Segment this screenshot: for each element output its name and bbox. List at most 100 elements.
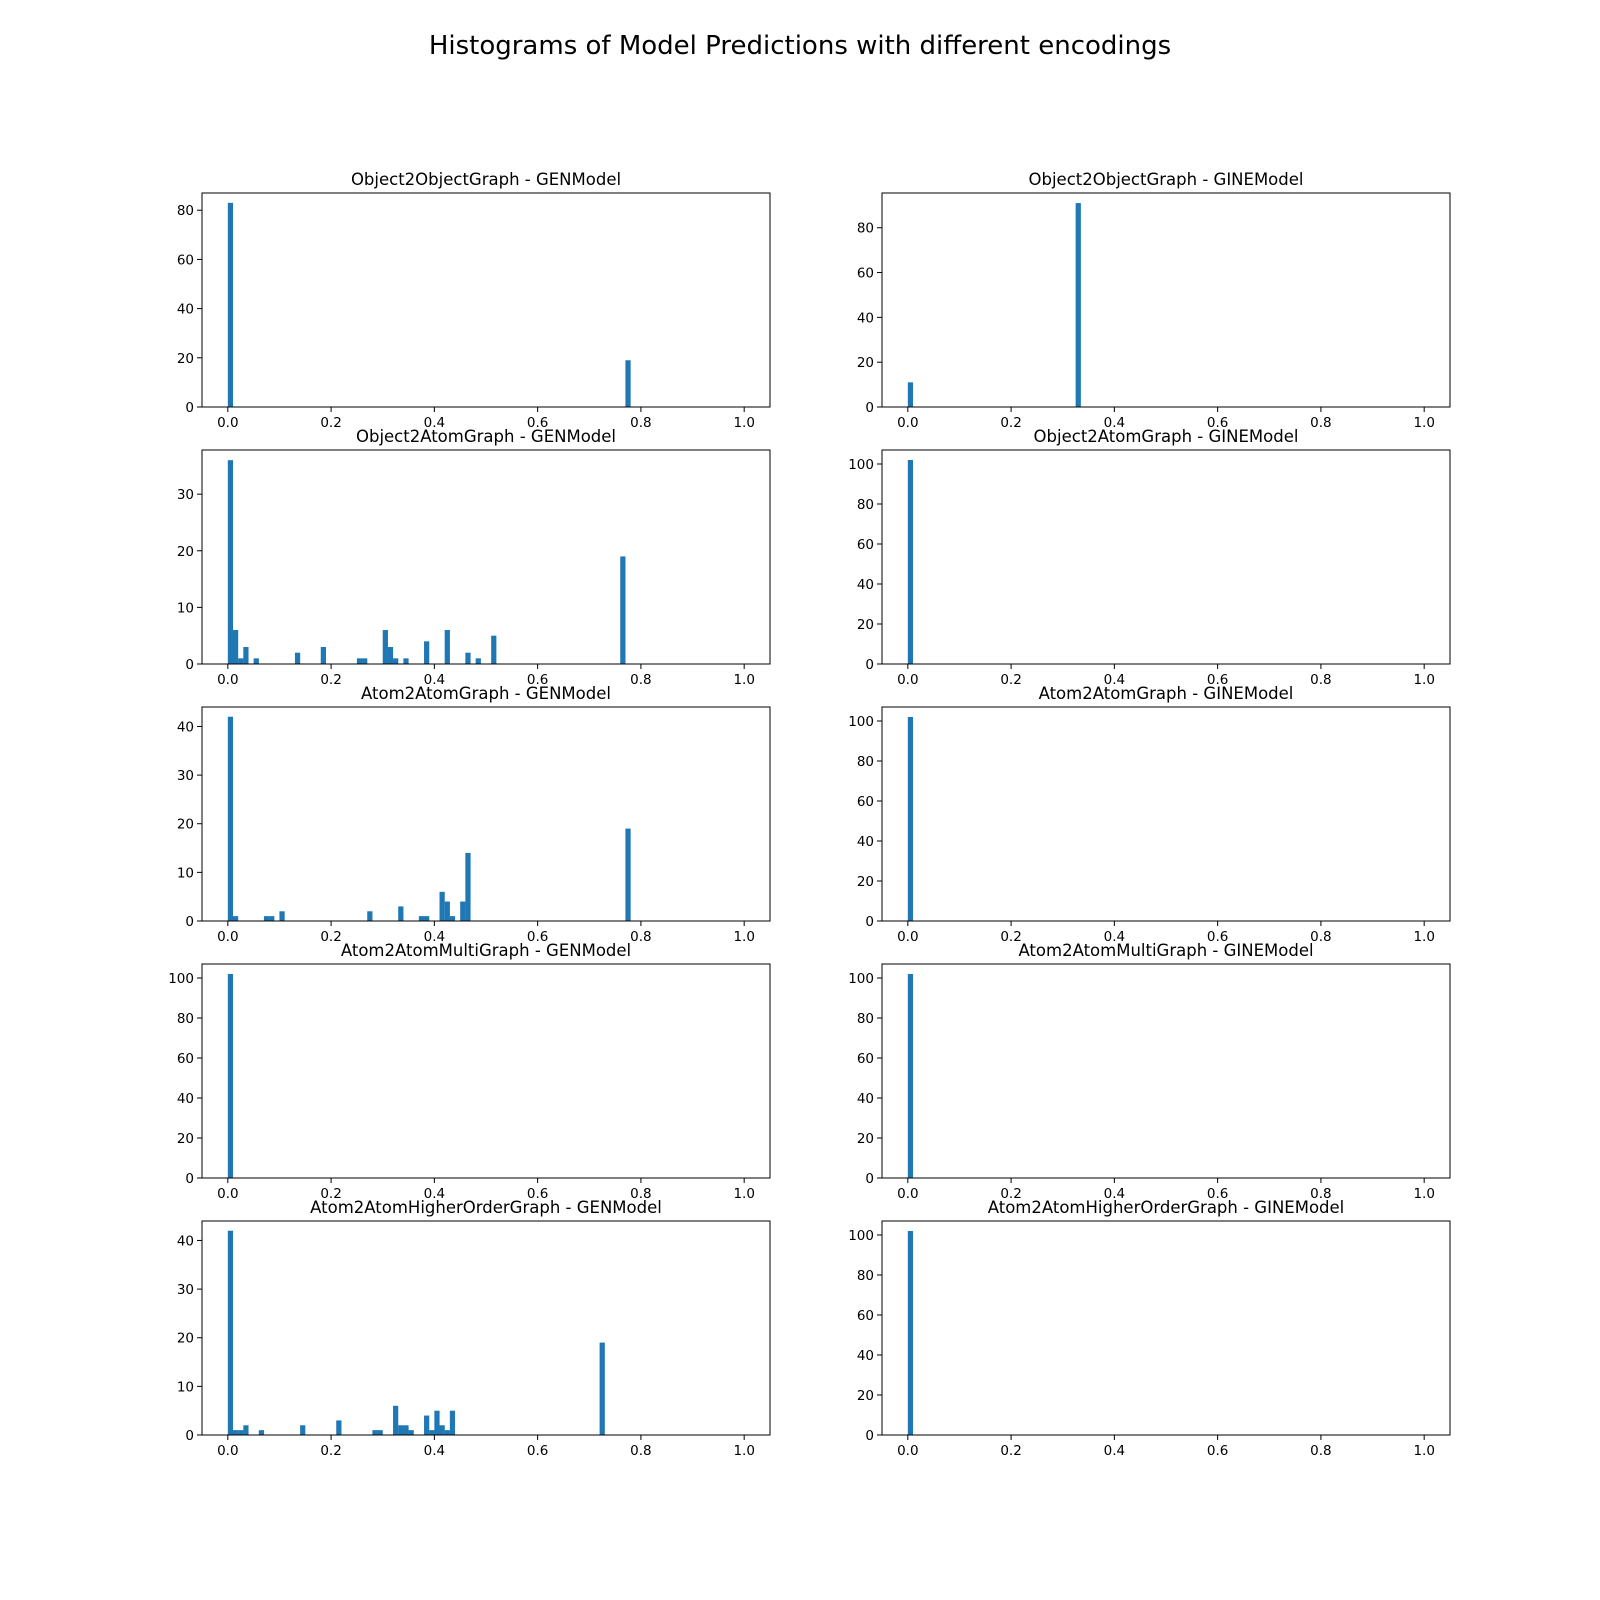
axes-frame [881,706,1451,922]
x-tick-label: 0.8 [1310,672,1331,688]
histogram-bar [449,916,456,921]
x-tick-label: 0.2 [1000,672,1021,688]
y-tick-label: 30 [177,768,194,784]
subplot-title: Object2AtomGraph - GENModel [356,427,616,446]
subplot: 0.0 0.2 0.4 0.6 0.8 1.0 0 20 40 60 80 100 Atom2AtomM… [168,941,771,1202]
histogram-bar [227,974,234,1178]
subplot-title: Atom2AtomGraph - GINEModel [1039,684,1294,703]
y-tick-label: 80 [857,754,874,770]
y-tick-label: 80 [857,221,874,237]
x-tick-label: 1.0 [733,415,754,431]
histogram-bar [263,916,270,921]
histogram-bar [243,1425,249,1435]
histogram-bar [434,1410,440,1435]
histogram-bar [465,652,471,664]
histogram-bar [1075,203,1081,407]
histogram-bar [491,635,497,664]
x-tick-label: 1.0 [733,1443,754,1459]
subplot: 0.0 0.2 0.4 0.6 0.8 1.0 0 20 40 60 80 100 Atom2AtomM… [848,941,1451,1202]
y-tick-label: 60 [857,1051,874,1067]
axes-frame [201,963,771,1179]
y-tick-label: 20 [177,544,194,560]
subplot: 0.0 0.2 0.4 0.6 0.8 1.0 0 20 40 60 80 100 Atom2AtomH… [848,1198,1451,1459]
y-tick-label: 40 [857,577,874,593]
x-tick-label: 1.0 [733,1186,754,1202]
y-tick-label: 30 [177,1282,194,1298]
y-tick-label: 20 [857,1388,874,1404]
y-tick-label: 0 [185,400,194,416]
x-tick-label: 0.2 [1000,1443,1021,1459]
y-tick-label: 20 [857,617,874,633]
histogram-bar [429,1430,435,1435]
x-tick-label: 1.0 [1413,415,1434,431]
x-tick-label: 0.6 [1207,672,1228,688]
histogram-bar [336,1420,342,1435]
x-tick-label: 0.4 [424,1443,445,1459]
x-tick-label: 0.0 [897,929,918,945]
subplot-title: Atom2AtomMultiGraph - GINEModel [1018,941,1313,960]
y-tick-label: 40 [857,1348,874,1364]
x-tick-label: 0.0 [897,672,918,688]
histogram-bar [444,901,450,921]
axes-frame [881,449,1451,665]
histogram-bar [258,1430,265,1435]
histogram-bar [625,360,631,407]
subplot: 0.0 0.2 0.4 0.6 0.8 1.0 0 20 40 60 80 100 Atom2AtomG… [848,684,1451,945]
x-tick-label: 0.0 [897,415,918,431]
x-tick-label: 0.6 [1207,415,1228,431]
subplot: 0.0 0.2 0.4 0.6 0.8 1.0 0 20 40 60 80 Object2Object… [177,170,771,431]
subplot-title: Atom2AtomHigherOrderGraph - GINEModel [988,1198,1345,1217]
x-tick-label: 0.2 [1000,929,1021,945]
subplot-title: Object2AtomGraph - GINEModel [1034,427,1299,446]
x-tick-label: 0.4 [424,672,445,688]
histogram-bar [356,658,363,664]
histogram-bar [418,916,425,921]
y-tick-label: 60 [177,252,194,268]
subplot: 0.0 0.2 0.4 0.6 0.8 1.0 0 20 40 60 80 Object2Object… [857,170,1451,431]
y-tick-label: 0 [185,657,194,673]
histogram-bar [279,911,285,921]
histogram-bar [907,974,914,1178]
x-tick-label: 0.2 [320,1443,341,1459]
histogram-bar [227,202,234,407]
x-tick-label: 0.4 [1104,1186,1125,1202]
y-tick-label: 40 [177,302,194,318]
axes-frame [201,706,771,922]
histogram-bar [465,852,471,921]
y-tick-label: 0 [865,914,874,930]
histogram-bar [449,1410,456,1435]
x-tick-label: 0.6 [527,415,548,431]
x-tick-label: 0.0 [897,1186,918,1202]
y-tick-label: 40 [857,1091,874,1107]
subplot-title: Atom2AtomGraph - GENModel [361,684,611,703]
x-tick-label: 0.4 [1104,929,1125,945]
histogram-bar [398,1425,404,1435]
y-tick-label: 0 [865,1428,874,1444]
histogram-bar [372,1430,378,1435]
axes-frame [881,963,1451,1179]
y-tick-label: 10 [177,600,194,616]
histogram-bar [408,1430,414,1435]
histogram-bar [227,460,234,664]
x-tick-label: 0.2 [320,1186,341,1202]
axes-frame [881,192,1451,408]
y-tick-label: 40 [177,719,194,735]
histogram-bar [269,916,275,921]
histogram-bar [362,658,368,664]
histogram-bar [599,1342,605,1435]
histogram-bar [907,717,914,921]
histogram-bar [253,658,259,664]
x-tick-label: 0.6 [527,1186,548,1202]
x-tick-label: 0.6 [527,929,548,945]
x-tick-label: 0.8 [630,1443,651,1459]
histogram-bar [907,382,914,407]
histogram-bar [320,647,326,664]
y-tick-label: 80 [177,1011,194,1027]
histogram-bar [444,1430,450,1435]
histogram-bar [439,1425,445,1435]
x-tick-label: 0.0 [217,415,238,431]
y-tick-label: 20 [857,1131,874,1147]
x-tick-label: 0.0 [217,672,238,688]
histogram-bar [460,901,466,921]
